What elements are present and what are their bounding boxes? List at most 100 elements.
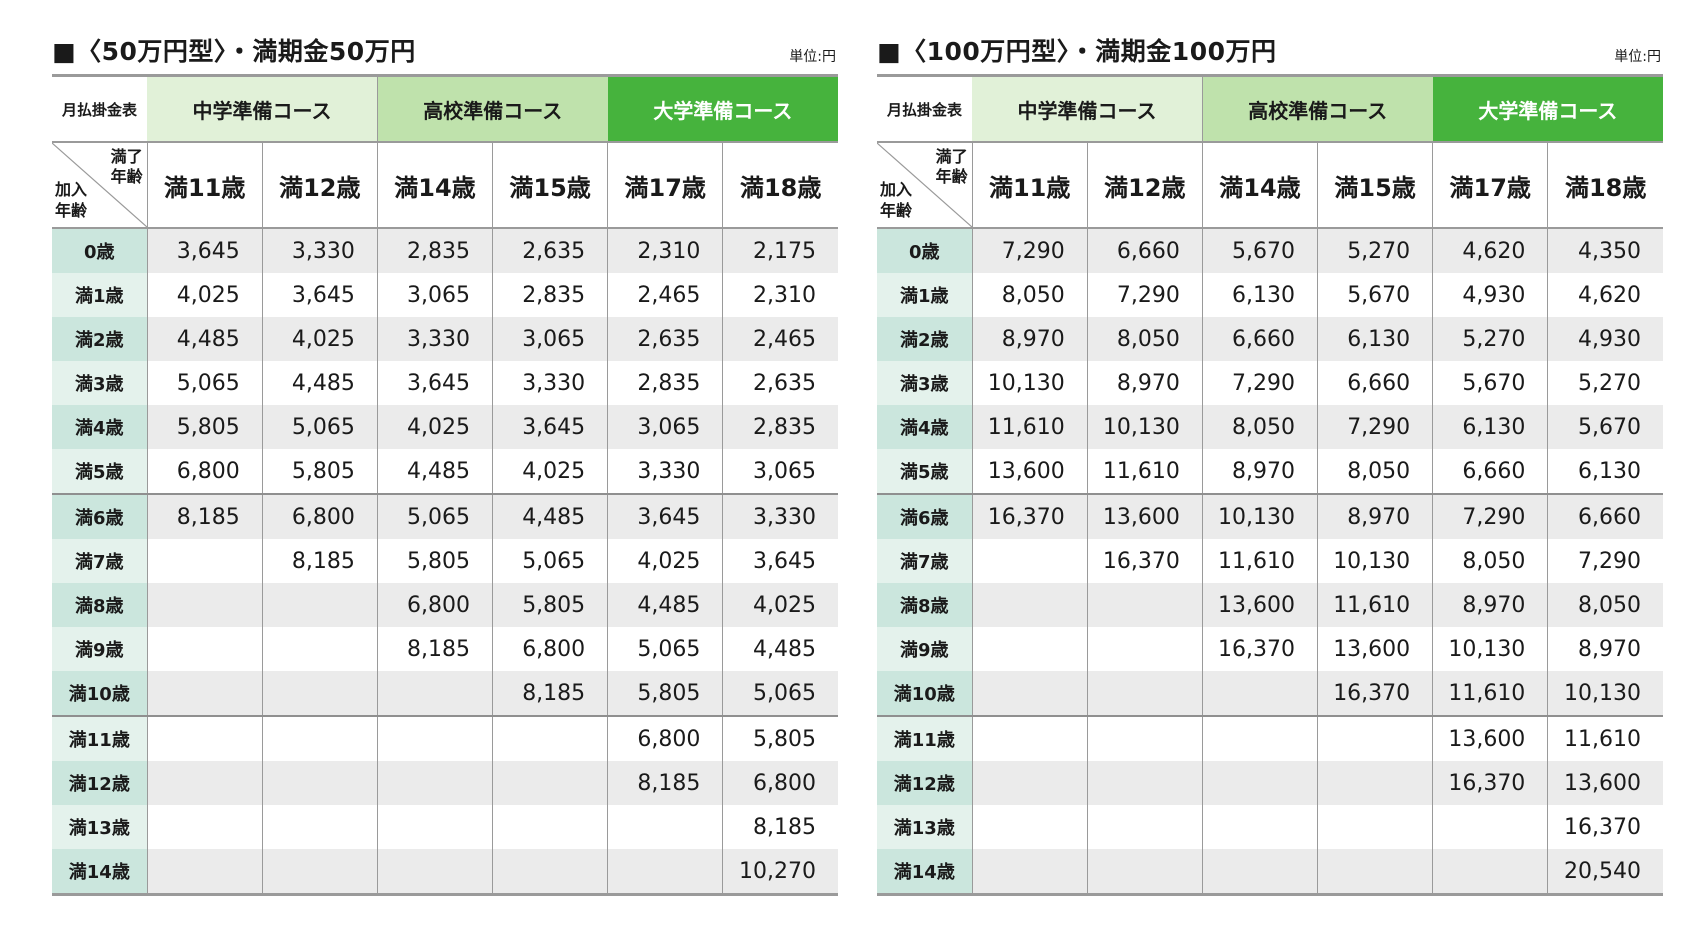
premium-cell: 13,600	[1432, 715, 1548, 761]
premium-cell	[146, 805, 263, 849]
premium-cell: 7,290	[1086, 273, 1203, 317]
premium-cell: 6,800	[261, 493, 378, 539]
unit-label: 単位:円	[789, 49, 836, 65]
premium-cell: 10,130	[971, 361, 1088, 405]
enrollment-age-cell: 満2歳	[52, 317, 148, 361]
table-row: 満8歳 13,600 11,610 8,970 8,050	[877, 583, 1663, 627]
premium-cell: 8,970	[1086, 361, 1203, 405]
table-row: 満9歳 8,185 6,800 5,065 4,485	[52, 627, 838, 671]
premium-table: 月払掛金表 中学準備コース 高校準備コース 大学準備コース 満了 年齢 加入 年齢 満11歳 満1…	[877, 74, 1663, 896]
premium-cell: 3,645	[492, 405, 608, 449]
label-line: 満了	[110, 147, 143, 166]
premium-cell	[376, 849, 493, 896]
table-row: 満4歳 11,610 10,130 8,050 7,290 6,130 5,670	[877, 405, 1663, 449]
premium-cell: 8,050	[1432, 539, 1548, 583]
maturity-age-header: 満11歳	[971, 142, 1088, 229]
premium-cell: 8,185	[492, 671, 608, 716]
premium-cell: 3,330	[607, 449, 723, 494]
table-row: 満4歳 5,805 5,065 4,025 3,645 3,065 2,835	[52, 405, 838, 449]
premium-cell	[1317, 849, 1433, 896]
premium-cell	[492, 805, 608, 849]
premium-cell: 11,610	[1547, 715, 1663, 761]
premium-cell: 8,050	[971, 273, 1088, 317]
table-row: 満12歳 8,185 6,800	[52, 761, 838, 805]
premium-cell: 4,025	[376, 405, 493, 449]
maturity-age-header: 満18歳	[722, 142, 838, 229]
premium-cell: 3,330	[261, 228, 378, 273]
age-corner-header: 満了 年齢 加入 年齢	[877, 142, 973, 229]
enrollment-age-cell: 満12歳	[52, 761, 148, 805]
course-header: 高校準備コース	[376, 74, 608, 143]
premium-cell: 8,970	[1547, 627, 1663, 671]
premium-cell: 7,290	[1547, 539, 1663, 583]
premium-cell	[1201, 715, 1318, 761]
premium-cell: 11,610	[1201, 539, 1318, 583]
enrollment-age-cell: 0歳	[877, 228, 973, 273]
premium-cell	[146, 849, 263, 896]
premium-cell: 10,270	[722, 849, 838, 896]
premium-cell: 6,130	[1317, 317, 1433, 361]
label-line: 満了	[935, 147, 968, 166]
premium-cell: 8,050	[1317, 449, 1433, 494]
premium-cell: 7,290	[971, 228, 1088, 273]
diagonal-divider	[877, 143, 972, 227]
table-row: 満2歳 4,485 4,025 3,330 3,065 2,635 2,465	[52, 317, 838, 361]
maturity-age-header: 満18歳	[1547, 142, 1663, 229]
premium-cell	[492, 715, 608, 761]
premium-cell: 3,330	[722, 493, 838, 539]
premium-cell	[261, 583, 378, 627]
enrollment-age-cell: 満14歳	[877, 849, 973, 896]
table-row: 満9歳 16,370 13,600 10,130 8,970	[877, 627, 1663, 671]
premium-cell	[971, 761, 1088, 805]
table-row: 満5歳 6,800 5,805 4,485 4,025 3,330 3,065	[52, 449, 838, 494]
premium-cell: 11,610	[1317, 583, 1433, 627]
label-line: 年齢	[880, 201, 913, 220]
premium-cell: 4,930	[1432, 273, 1548, 317]
premium-cell: 8,185	[376, 627, 493, 671]
course-header: 高校準備コース	[1201, 74, 1433, 143]
premium-cell: 3,330	[492, 361, 608, 405]
premium-cell: 16,370	[1317, 671, 1433, 716]
premium-cell: 6,800	[607, 715, 723, 761]
premium-cell: 6,130	[1547, 449, 1663, 494]
premium-cell: 8,185	[146, 493, 263, 539]
premium-cell	[1086, 715, 1203, 761]
premium-cell: 5,065	[376, 493, 493, 539]
premium-cell: 16,370	[1086, 539, 1203, 583]
premium-cell	[1086, 849, 1203, 896]
premium-cell	[492, 849, 608, 896]
premium-cell: 3,065	[492, 317, 608, 361]
table-row: 満11歳 13,600 11,610	[877, 715, 1663, 761]
premium-cell: 4,620	[1432, 228, 1548, 273]
premium-cell: 3,645	[261, 273, 378, 317]
premium-cell	[971, 715, 1088, 761]
premium-cell: 2,835	[492, 273, 608, 317]
premium-cell: 4,350	[1547, 228, 1663, 273]
premium-cell: 7,290	[1317, 405, 1433, 449]
premium-cell	[971, 805, 1088, 849]
premium-cell: 7,290	[1201, 361, 1318, 405]
premium-cell: 6,660	[1432, 449, 1548, 494]
unit-label: 単位:円	[1614, 49, 1661, 65]
premium-cell: 3,065	[376, 273, 493, 317]
enrollment-age-cell: 満2歳	[877, 317, 973, 361]
enrollment-age-cell: 満4歳	[877, 405, 973, 449]
premium-cell	[1317, 761, 1433, 805]
premium-table-panel-500k: ■〈50万円型〉・満期金50万円 単位:円 月払掛金表 中学準備コース 高校準備コース大…	[52, 28, 838, 896]
premium-cell: 11,610	[1086, 449, 1203, 494]
premium-cell: 4,485	[261, 361, 378, 405]
course-header: 大学準備コース	[607, 74, 838, 143]
premium-cell: 8,050	[1547, 583, 1663, 627]
table-row: 満8歳 6,800 5,805 4,485 4,025	[52, 583, 838, 627]
maturity-age-header: 満17歳	[607, 142, 723, 229]
premium-cell: 13,600	[1201, 583, 1318, 627]
premium-cell	[971, 627, 1088, 671]
premium-cell: 3,645	[376, 361, 493, 405]
enrollment-age-cell: 満1歳	[52, 273, 148, 317]
table-title: ■〈50万円型〉・満期金50万円	[52, 37, 416, 66]
premium-cell: 4,025	[722, 583, 838, 627]
premium-cell	[261, 715, 378, 761]
premium-cell	[1086, 761, 1203, 805]
premium-cell: 3,645	[722, 539, 838, 583]
premium-cell: 2,465	[722, 317, 838, 361]
